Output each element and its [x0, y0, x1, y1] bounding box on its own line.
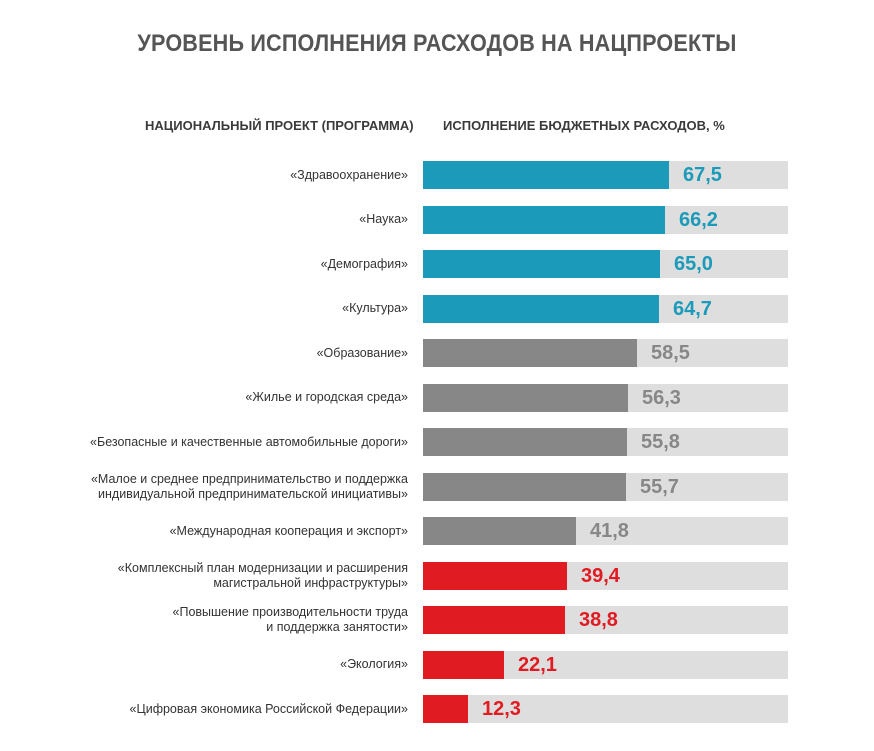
data-label: 65,0: [674, 253, 713, 275]
data-label: 55,7: [640, 476, 679, 498]
category-label: «Наука»: [359, 212, 408, 226]
category-label: «Демография»: [320, 257, 408, 271]
bar: [423, 473, 626, 501]
bar: [423, 695, 468, 723]
category-label: «Здравоохранение»: [290, 168, 408, 182]
data-label: 41,8: [590, 520, 629, 542]
bar: [423, 384, 628, 412]
data-label: 22,1: [518, 654, 557, 676]
data-label: 67,5: [683, 164, 722, 186]
data-label: 12,3: [482, 698, 521, 720]
category-column-header: НАЦИОНАЛЬНЫЙ ПРОЕКТ (ПРОГРАММА): [145, 118, 414, 133]
category-label: «Культура»: [342, 301, 408, 315]
value-column-header: ИСПОЛНЕНИЕ БЮДЖЕТНЫХ РАСХОДОВ, %: [443, 118, 725, 133]
bar: [423, 651, 504, 679]
data-label: 55,8: [641, 431, 680, 453]
bar: [423, 428, 627, 456]
category-label: «Цифровая экономика Российской Федерации…: [129, 702, 408, 716]
data-label: 56,3: [642, 387, 681, 409]
chart-title: УРОВЕНЬ ИСПОЛНЕНИЯ РАСХОДОВ НА НАЦПРОЕКТ…: [137, 30, 737, 57]
bar: [423, 606, 565, 634]
bar-track: [423, 695, 788, 723]
data-label: 66,2: [679, 209, 718, 231]
bar: [423, 517, 576, 545]
category-label: «Международная кооперация и экспорт»: [169, 524, 408, 538]
bar: [423, 206, 665, 234]
data-label: 39,4: [581, 565, 620, 587]
bar: [423, 161, 669, 189]
bar: [423, 562, 567, 590]
category-label: «Безопасные и качественные автомобильные…: [90, 435, 408, 449]
category-label: «Повышение производительности труда и по…: [172, 605, 408, 634]
data-label: 64,7: [673, 298, 712, 320]
category-label: «Малое и среднее предпринимательство и п…: [90, 472, 408, 501]
category-label: «Образование»: [316, 346, 408, 360]
category-label: «Комплексный план модернизации и расшире…: [117, 561, 408, 590]
data-label: 58,5: [651, 342, 690, 364]
bar: [423, 339, 637, 367]
bar: [423, 295, 659, 323]
bar: [423, 250, 660, 278]
category-label: «Жилье и городская среда»: [245, 390, 408, 404]
data-label: 38,8: [579, 609, 618, 631]
category-label: «Экология»: [340, 657, 408, 671]
